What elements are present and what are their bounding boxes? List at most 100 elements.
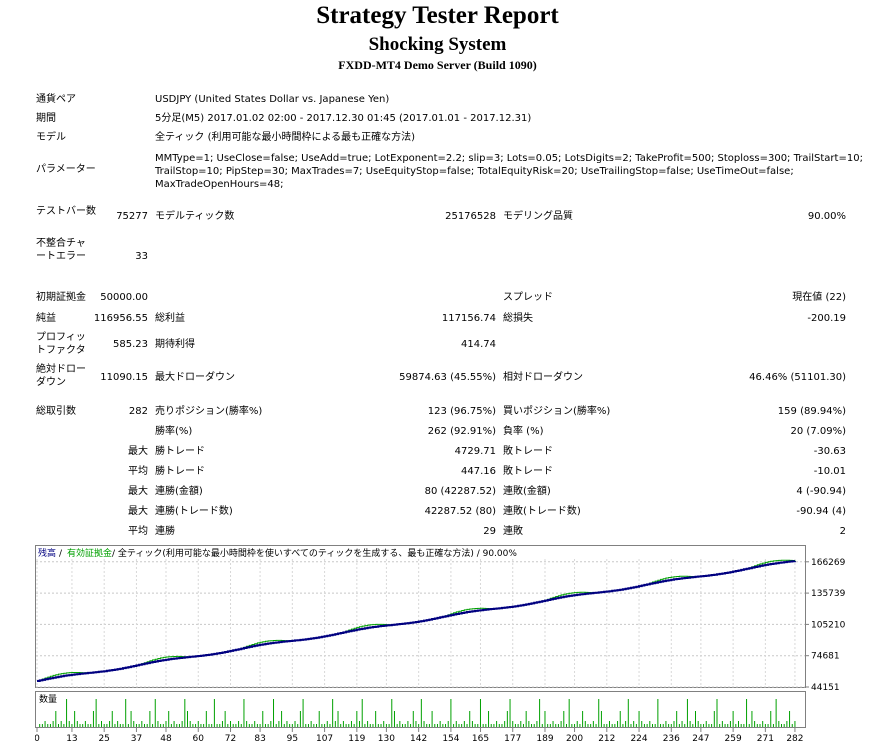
expected-payoff-label: 期待利得 <box>155 339 195 350</box>
largest-loss-label: 敗トレード <box>503 446 553 457</box>
x-tick-label: 271 <box>757 734 774 743</box>
largest-win-label: 勝トレード <box>155 446 205 457</box>
x-tick-label: 247 <box>692 734 709 743</box>
average-prefix: 平均 <box>128 466 148 477</box>
avg-cons-prefix: 平均 <box>128 526 148 537</box>
x-tick-label: 13 <box>66 734 77 743</box>
y-tick-label: 135739 <box>811 589 846 599</box>
mismatch-label: 不整合チャートエラー <box>36 238 86 262</box>
report-subtitle: Shocking System <box>368 34 507 55</box>
x-axis-ticks: 0 13 25 37 48 60 72 83 95 107 119 130 142 154 165 177 18… <box>35 728 804 743</box>
expected-payoff-value: 414.74 <box>461 339 496 350</box>
x-tick-label: 48 <box>160 734 172 743</box>
y-tick-label: 44151 <box>811 683 840 693</box>
abs-drawdown-value: 11090.15 <box>100 372 148 383</box>
long-positions-label: 買いポジション(勝率%) <box>503 406 611 417</box>
quality-value: 90.00% <box>807 211 846 222</box>
mismatch-value: 33 <box>135 251 148 262</box>
volume-bars <box>39 699 796 727</box>
x-tick-label: 72 <box>225 734 236 743</box>
max-cons-prefix: 最大 <box>128 486 148 497</box>
params-line-2: TrailStop=10; PipStep=30; MaxTrades=7; U… <box>155 166 794 177</box>
gross-loss-value: -200.19 <box>807 313 846 324</box>
win-rate-label: 勝率(%) <box>155 426 193 437</box>
period-value: 5分足(M5) 2017.01.02 02:00 - 2017.12.30 01… <box>155 113 532 124</box>
x-tick-label: 142 <box>410 734 427 743</box>
max-drawdown-value: 59874.63 (45.55%) <box>399 372 496 383</box>
x-tick-label: 165 <box>472 734 489 743</box>
legend-balance: 残高 <box>38 547 56 559</box>
bars-value: 75277 <box>116 211 148 222</box>
avg-cons-wins-label: 連勝 <box>155 526 175 537</box>
ticks-label: モデルティック数 <box>155 211 235 222</box>
x-tick-label: 154 <box>442 734 459 743</box>
max-cons-wins-label: 連勝(金額) <box>155 486 203 497</box>
x-tick-label: 212 <box>598 734 615 743</box>
max-cons-profit-value: 42287.52 (80) <box>424 506 496 517</box>
report-title: Strategy Tester Report <box>316 2 559 29</box>
x-tick-label: 0 <box>35 734 40 743</box>
avg-win-value: 447.16 <box>461 466 496 477</box>
balance-chart: 残高 / 有効証拠金 / 全ティック(利用可能な最小時間枠を使いすべてのティック… <box>35 545 846 743</box>
max-cons-wins-value: 80 (42287.52) <box>424 486 496 497</box>
loss-rate-label: 負率 (%) <box>503 426 544 437</box>
rel-drawdown-value: 46.46% (51101.30) <box>749 372 846 383</box>
avg-cons-wins-value: 29 <box>483 526 496 537</box>
y-axis-ticks: 166269 135739 105210 74681 44151 <box>805 558 846 693</box>
avg-win-label: 勝トレード <box>155 466 205 477</box>
y-tick-label: 105210 <box>811 620 846 630</box>
largest-loss-value: -30.63 <box>813 446 846 457</box>
params-line-1: MMType=1; UseClose=false; UseAdd=true; L… <box>155 153 863 164</box>
volume-label: 数量 <box>39 693 57 705</box>
gross-profit-value: 117156.74 <box>441 313 496 324</box>
max-cons-loss-value: -90.94 (4) <box>796 506 846 517</box>
avg-loss-label: 敗トレード <box>503 466 553 477</box>
ticks-value: 25176528 <box>445 211 496 222</box>
x-tick-label: 60 <box>193 734 205 743</box>
spread-label: スプレッド <box>503 292 553 303</box>
long-positions-value: 159 (89.94%) <box>777 406 846 417</box>
chart-series <box>37 559 796 682</box>
period-label: 期間 <box>36 113 56 124</box>
x-tick-label: 130 <box>378 734 395 743</box>
profit-factor-label: プロフィットファクタ <box>36 332 86 356</box>
net-profit-value: 116956.55 <box>93 313 148 324</box>
max-cons-losses-value: 4 (-90.94) <box>796 486 846 497</box>
x-tick-label: 95 <box>287 734 298 743</box>
largest-win-value: 4729.71 <box>454 446 496 457</box>
abs-drawdown-label: 絶対ドローダウン <box>36 364 86 388</box>
profit-factor-value: 585.23 <box>113 339 148 350</box>
avg-cons-losses-label: 連敗 <box>503 526 523 537</box>
bars-label: テストバー数 <box>36 206 96 217</box>
deposit-label: 初期証拠金 <box>36 292 86 303</box>
x-tick-label: 177 <box>504 734 521 743</box>
deposit-value: 50000.00 <box>100 292 148 303</box>
main-plot-frame <box>35 545 806 688</box>
gross-loss-label: 総損失 <box>503 313 533 324</box>
x-tick-label: 83 <box>254 734 265 743</box>
chart-grid <box>36 559 805 688</box>
avg-cons-losses-value: 2 <box>839 526 846 537</box>
x-tick-label: 37 <box>131 734 142 743</box>
loss-rate-value: 20 (7.09%) <box>790 426 846 437</box>
model-label: モデル <box>36 132 66 143</box>
x-tick-label: 200 <box>566 734 583 743</box>
x-tick-label: 107 <box>316 734 333 743</box>
x-tick-label: 189 <box>536 734 553 743</box>
largest-prefix: 最大 <box>128 446 148 457</box>
pair-label: 通貨ペア <box>36 94 76 105</box>
max-drawdown-label: 最大ドローダウン <box>155 372 235 383</box>
balance-line <box>37 560 796 682</box>
x-tick-label: 282 <box>786 734 803 743</box>
legend-description: / 全ティック(利用可能な最小時間枠を使いすべてのティックを生成する、最も正確な… <box>112 547 517 559</box>
short-positions-value: 123 (96.75%) <box>427 406 496 417</box>
pair-value: USDJPY (United States Dollar vs. Japanes… <box>155 94 390 105</box>
x-tick-label: 25 <box>98 734 109 743</box>
params-label: パラメーター <box>36 164 96 175</box>
legend-separator: / <box>59 549 63 559</box>
x-tick-label: 236 <box>663 734 680 743</box>
rel-drawdown-label: 相対ドローダウン <box>503 372 583 383</box>
quality-label: モデリング品質 <box>503 211 573 222</box>
x-tick-label: 119 <box>348 734 365 743</box>
server-name: FXDD-MT4 Demo Server (Build 1090) <box>338 58 537 72</box>
